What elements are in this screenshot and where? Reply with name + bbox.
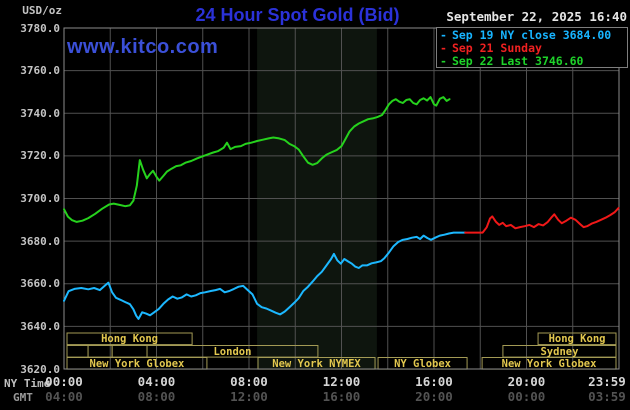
series-sep-19-ny-close — [63, 231, 467, 320]
session-box — [111, 345, 148, 358]
ny-time-axis-name: NY Time — [4, 377, 51, 390]
gmt-axis-name: GMT — [13, 391, 33, 404]
y-axis-label: 3620.0 — [20, 362, 60, 376]
legend-dash-icon: - — [440, 54, 447, 68]
y-axis-label: 3700.0 — [20, 192, 60, 205]
plot-border — [63, 27, 620, 370]
session-box — [87, 345, 113, 358]
legend-item-label: Sep 22 Last 3746.60 — [451, 54, 584, 68]
page-title: 24 Hour Spot Gold (Bid) — [195, 5, 400, 25]
y-axis-label: 3640.0 — [20, 319, 60, 333]
session-label: New York NYMEX — [272, 357, 361, 370]
y-axis-label: 3680.0 — [20, 234, 60, 248]
y-axis-label: 3780.0 — [20, 21, 60, 35]
session-label: London — [213, 345, 252, 358]
legend-box: - Sep 19 NY close 3684.00 - Sep 21 Sunday … — [436, 27, 628, 68]
chart-datetime: September 22, 2025 16:40 — [446, 9, 627, 24]
gmt-tick-label: 16:00 — [322, 389, 361, 404]
y-axis-label: 3660.0 — [20, 277, 60, 291]
ny-time-tick-label: 04:00 — [137, 374, 176, 389]
kitco-watermark-link[interactable]: www.kitco.com — [67, 36, 219, 58]
session-box — [537, 332, 617, 346]
ny-time-tick-label: 12:00 — [322, 374, 361, 389]
legend-item: - Sep 22 Last 3746.60 — [440, 55, 627, 68]
legend-item: - Sep 21 Sunday — [440, 42, 627, 55]
legend-item-label: Sep 21 Sunday — [451, 41, 542, 55]
y-axis-label: 3760.0 — [20, 64, 60, 78]
y-axis-unit-label: USD/oz — [22, 4, 62, 17]
session-label: New York Globex — [89, 357, 185, 370]
ny-time-tick-label: 20:00 — [507, 374, 546, 389]
ny-time-tick-label: 23:59 — [588, 374, 626, 389]
gmt-tick-label: 03:59 — [588, 389, 626, 404]
legend-dash-icon: - — [440, 41, 447, 55]
session-label: Hong Kong — [101, 333, 158, 345]
legend-item-label: Sep 19 NY close 3684.00 — [451, 28, 612, 42]
session-label: Sydney — [540, 345, 579, 358]
gmt-tick-label: 04:00 — [45, 389, 83, 404]
gmt-tick-label: 20:00 — [415, 389, 453, 404]
ny-time-tick-label: 00:00 — [45, 374, 83, 389]
y-axis-label: 3720.0 — [20, 149, 60, 163]
session-label: New York Globex — [501, 357, 597, 370]
session-box — [66, 345, 89, 358]
session-box — [66, 332, 193, 346]
gmt-tick-label: 12:00 — [230, 389, 268, 404]
session-label: NY Globex — [394, 357, 451, 370]
legend-dash-icon: - — [440, 28, 447, 42]
gmt-tick-label: 00:00 — [507, 389, 546, 404]
series-sep-21-sunday — [464, 207, 620, 234]
y-axis-label: 3740.0 — [20, 106, 60, 120]
gmt-tick-label: 08:00 — [137, 389, 176, 404]
ny-time-tick-label: 08:00 — [230, 374, 268, 389]
series-sep-22-last — [63, 96, 451, 223]
legend-item: - Sep 19 NY close 3684.00 — [440, 29, 627, 42]
ny-time-tick-label: 16:00 — [415, 374, 453, 389]
session-box — [146, 345, 319, 358]
session-label: Hong Kong — [548, 333, 606, 345]
